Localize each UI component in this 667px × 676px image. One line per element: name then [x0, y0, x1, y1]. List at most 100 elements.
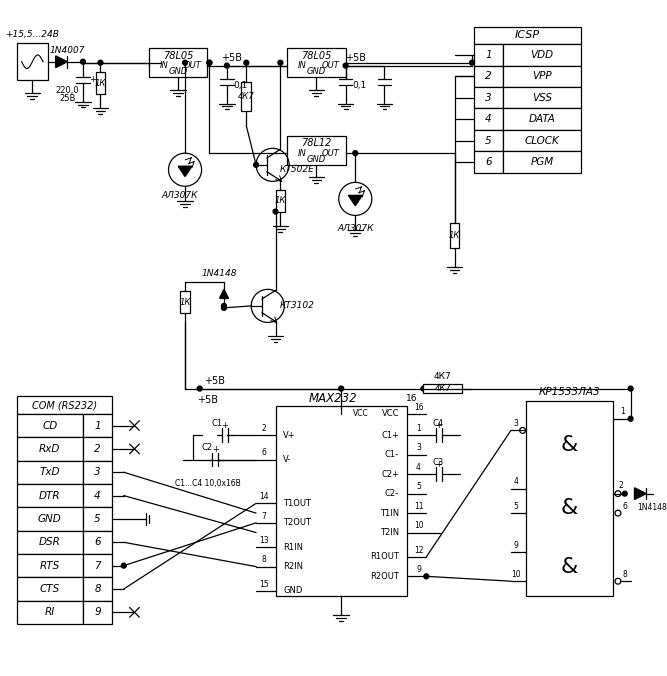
Text: 3: 3 — [514, 419, 518, 428]
Text: 5: 5 — [94, 514, 101, 524]
Bar — [83, 554, 112, 577]
Circle shape — [343, 63, 348, 68]
Text: 220,0: 220,0 — [55, 87, 79, 95]
Text: R1IN: R1IN — [283, 543, 303, 552]
Bar — [17, 577, 83, 601]
Text: +: + — [89, 75, 96, 84]
Text: 78L05: 78L05 — [301, 51, 331, 61]
Bar — [83, 484, 112, 507]
Text: &: & — [561, 498, 578, 518]
Bar — [83, 531, 112, 554]
Text: +5В: +5В — [203, 376, 225, 386]
Text: 1К: 1К — [449, 231, 460, 240]
Text: 2: 2 — [486, 72, 492, 81]
Text: +15,5...24В: +15,5...24В — [5, 30, 59, 39]
Text: 1: 1 — [486, 50, 492, 60]
Circle shape — [628, 386, 633, 391]
Text: T2IN: T2IN — [380, 528, 399, 537]
Circle shape — [424, 574, 429, 579]
Text: R1OUT: R1OUT — [370, 552, 399, 561]
Bar — [275, 190, 285, 212]
Text: +5В: +5В — [197, 395, 218, 405]
Text: 16: 16 — [414, 403, 424, 412]
Bar — [474, 108, 503, 130]
Text: 8: 8 — [622, 570, 627, 579]
Bar — [83, 437, 112, 460]
Bar — [287, 136, 346, 165]
Text: C1: C1 — [211, 419, 223, 428]
Text: 9: 9 — [416, 565, 421, 574]
Text: IN: IN — [297, 149, 306, 158]
Text: 3: 3 — [416, 443, 421, 452]
Text: +5В: +5В — [345, 53, 366, 63]
Text: OUT: OUT — [322, 149, 340, 158]
Text: GND: GND — [307, 155, 326, 164]
Text: КТ502Е: КТ502Е — [279, 165, 314, 174]
Text: V+: V+ — [283, 431, 296, 440]
Text: 4: 4 — [514, 477, 518, 487]
Circle shape — [81, 59, 85, 64]
Text: 25В: 25В — [59, 94, 75, 103]
Text: 15: 15 — [259, 579, 269, 589]
Bar — [450, 223, 460, 247]
Text: +: + — [436, 460, 442, 469]
Bar — [474, 66, 503, 87]
Text: 1N4148: 1N4148 — [201, 269, 237, 279]
Text: C2+: C2+ — [381, 470, 399, 479]
Text: 13: 13 — [259, 536, 269, 545]
Text: 0,1: 0,1 — [233, 80, 247, 90]
Text: 6: 6 — [94, 537, 101, 548]
Text: 1: 1 — [94, 420, 101, 431]
Text: RxD: RxD — [39, 444, 61, 454]
Text: OUT: OUT — [322, 61, 340, 70]
Text: CLOCK: CLOCK — [525, 135, 560, 145]
Text: C2-: C2- — [385, 489, 399, 498]
Bar — [474, 44, 503, 66]
Text: 2: 2 — [618, 481, 623, 490]
Bar — [17, 554, 83, 577]
Text: 5: 5 — [514, 502, 518, 511]
Circle shape — [98, 60, 103, 65]
Bar — [526, 402, 613, 596]
Text: 5: 5 — [416, 483, 421, 491]
Bar — [17, 507, 83, 531]
Text: 4: 4 — [416, 463, 421, 472]
Text: 12: 12 — [414, 546, 424, 554]
Text: R2IN: R2IN — [283, 562, 303, 571]
Text: T1OUT: T1OUT — [283, 499, 311, 508]
Text: 5: 5 — [486, 135, 492, 145]
Text: C3: C3 — [432, 458, 444, 467]
Text: 2: 2 — [261, 424, 266, 433]
Circle shape — [253, 162, 259, 167]
Bar — [17, 396, 112, 414]
Bar — [83, 460, 112, 484]
Text: 6: 6 — [261, 448, 266, 457]
Text: COM (RS232): COM (RS232) — [32, 400, 97, 410]
Bar — [503, 130, 581, 151]
Text: DATA: DATA — [529, 114, 556, 124]
Text: 9: 9 — [514, 541, 518, 550]
Text: ICSP: ICSP — [515, 30, 540, 41]
Text: DTR: DTR — [39, 491, 61, 501]
Text: VSS: VSS — [532, 93, 552, 103]
Text: C4: C4 — [432, 419, 444, 428]
Text: 7: 7 — [261, 512, 266, 521]
Text: C1+: C1+ — [381, 431, 399, 440]
Text: CD: CD — [42, 420, 57, 431]
Text: C2: C2 — [202, 443, 213, 452]
Bar — [503, 108, 581, 130]
Text: V-: V- — [283, 455, 291, 464]
Text: 8: 8 — [94, 584, 101, 594]
Text: АЛ307К: АЛ307К — [337, 224, 374, 233]
Bar — [83, 601, 112, 624]
Text: 1N4007: 1N4007 — [49, 45, 85, 55]
Bar — [17, 460, 83, 484]
Text: 1К: 1К — [275, 196, 286, 206]
Text: 78L12: 78L12 — [301, 139, 331, 149]
Text: 6: 6 — [622, 502, 627, 511]
Text: 4: 4 — [94, 491, 101, 501]
Text: 1: 1 — [620, 408, 625, 416]
Circle shape — [244, 60, 249, 65]
Text: 9: 9 — [94, 607, 101, 617]
Bar — [95, 72, 105, 94]
